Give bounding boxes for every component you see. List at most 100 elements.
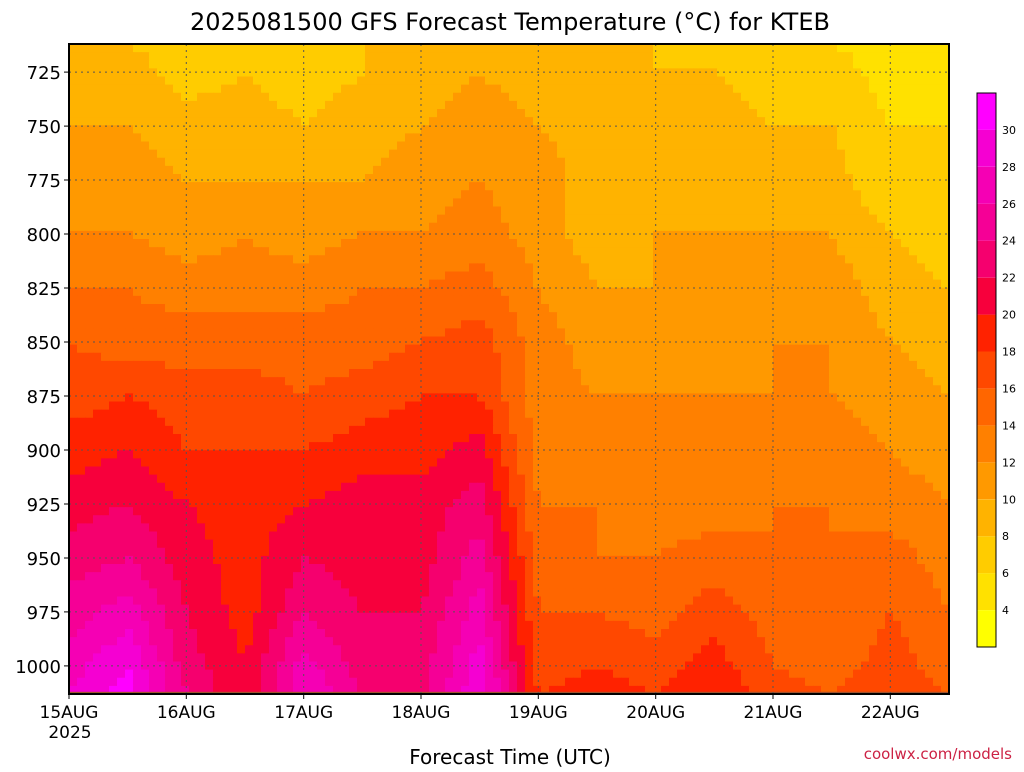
field-cell — [149, 68, 158, 78]
field-cell — [421, 198, 430, 208]
field-cell — [805, 198, 814, 208]
field-cell — [517, 230, 526, 240]
field-cell — [117, 393, 126, 403]
field-cell — [845, 352, 854, 362]
field-cell — [325, 133, 334, 143]
field-cell — [301, 125, 310, 134]
field-cell — [221, 60, 230, 69]
field-cell — [597, 52, 606, 61]
field-cell — [293, 125, 302, 134]
field-cell — [117, 401, 126, 411]
field-cell — [933, 312, 942, 321]
field-cell — [621, 100, 630, 110]
field-cell — [397, 117, 406, 126]
field-cell — [701, 336, 710, 346]
field-cell — [413, 377, 422, 386]
field-cell — [805, 255, 814, 264]
field-cell — [765, 109, 774, 118]
field-cell — [941, 52, 950, 61]
field-cell — [845, 287, 854, 297]
field-cell — [365, 385, 374, 394]
field-cell — [557, 239, 566, 248]
field-cell — [221, 84, 230, 94]
field-cell — [845, 222, 854, 232]
field-cell — [309, 239, 318, 248]
field-cell — [333, 369, 342, 378]
field-cell — [797, 230, 806, 240]
field-cell — [717, 84, 726, 94]
field-cell — [917, 328, 926, 338]
field-cell — [845, 328, 854, 338]
field-cell — [77, 214, 86, 224]
field-cell — [805, 206, 814, 216]
field-cell — [669, 125, 678, 134]
field-cell — [405, 255, 414, 264]
field-cell — [693, 76, 702, 86]
field-cell — [709, 344, 718, 354]
field-cell — [189, 44, 198, 53]
field-cell — [85, 393, 94, 403]
field-cell — [333, 393, 342, 403]
field-cell — [117, 149, 126, 159]
field-cell — [661, 401, 670, 411]
field-cell — [309, 60, 318, 69]
field-cell — [901, 247, 910, 256]
field-cell — [549, 344, 558, 354]
field-cell — [605, 44, 614, 53]
field-cell — [877, 92, 886, 102]
field-cell — [493, 320, 502, 329]
field-cell — [573, 214, 582, 224]
field-cell — [621, 377, 630, 386]
field-cell — [157, 206, 166, 216]
field-cell — [309, 247, 318, 256]
field-cell — [213, 52, 222, 61]
field-cell — [693, 92, 702, 102]
field-cell — [301, 255, 310, 264]
field-cell — [581, 230, 590, 240]
field-cell — [469, 247, 478, 256]
field-cell — [573, 344, 582, 354]
field-cell — [405, 271, 414, 281]
field-cell — [117, 247, 126, 256]
field-cell — [901, 141, 910, 151]
field-cell — [493, 360, 502, 370]
field-cell — [325, 190, 334, 199]
field-cell — [453, 263, 462, 273]
field-cell — [261, 247, 270, 256]
field-cell — [885, 328, 894, 338]
field-cell — [749, 52, 758, 61]
field-cell — [605, 287, 614, 297]
field-cell — [469, 295, 478, 305]
field-cell — [813, 68, 822, 78]
field-cell — [349, 344, 358, 354]
field-cell — [85, 369, 94, 378]
field-cell — [277, 117, 286, 126]
field-cell — [477, 328, 486, 338]
field-cell — [365, 255, 374, 264]
field-cell — [853, 320, 862, 329]
field-cell — [781, 182, 790, 191]
field-cell — [157, 409, 166, 419]
field-cell — [269, 287, 278, 297]
field-cell — [813, 84, 822, 94]
field-cell — [469, 100, 478, 110]
field-cell — [229, 401, 238, 411]
field-cell — [429, 369, 438, 378]
field-cell — [565, 60, 574, 69]
field-cell — [805, 263, 814, 273]
field-cell — [245, 247, 254, 256]
field-cell — [909, 198, 918, 208]
field-cell — [133, 84, 142, 94]
field-cell — [613, 100, 622, 110]
field-cell — [285, 198, 294, 208]
field-cell — [893, 320, 902, 329]
field-cell — [365, 157, 374, 167]
field-cell — [645, 255, 654, 264]
field-cell — [933, 149, 942, 159]
field-cell — [461, 263, 470, 273]
field-cell — [133, 100, 142, 110]
field-cell — [85, 206, 94, 216]
field-cell — [853, 295, 862, 305]
field-cell — [293, 328, 302, 338]
field-cell — [813, 328, 822, 338]
